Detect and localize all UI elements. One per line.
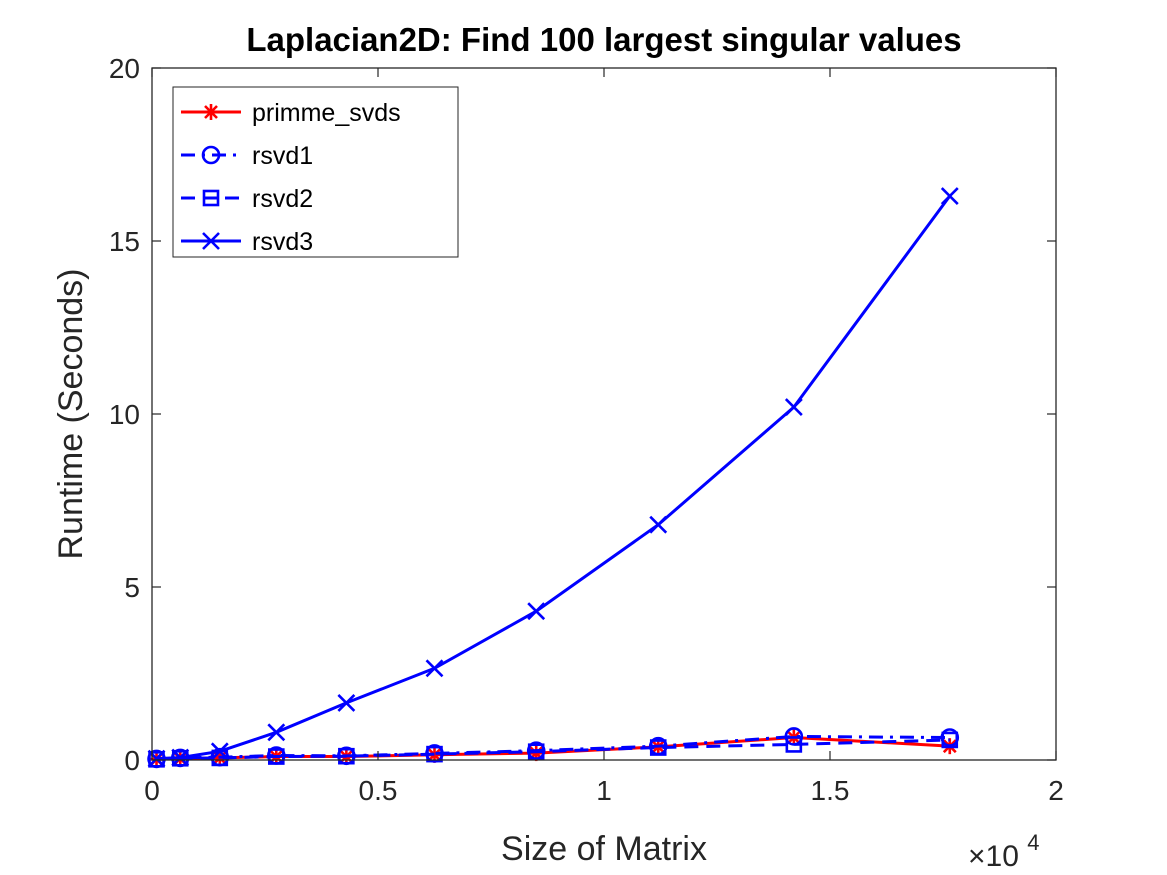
- series-line-rsvd1: [156, 734, 950, 761]
- legend-label: rsvd3: [252, 228, 313, 256]
- legend-marker-sample: [202, 189, 220, 207]
- x-tick-label: 2: [1048, 775, 1064, 806]
- y-tick-label: 10: [109, 399, 140, 430]
- data-point-rsvd3: [425, 659, 444, 678]
- legend-marker-sample: [202, 232, 220, 250]
- data-point-rsvd3: [267, 723, 286, 742]
- legend-marker-sample: [201, 145, 221, 165]
- x-tick-label: 1.5: [811, 775, 850, 806]
- legend-label: primme_svds: [252, 99, 401, 127]
- data-point-rsvd3: [337, 693, 356, 712]
- legend-box: [172, 86, 459, 258]
- data-point-rsvd2: [338, 747, 355, 765]
- data-point-rsvd3: [940, 187, 959, 205]
- legend-label: rsvd1: [252, 142, 313, 170]
- data-point-rsvd3: [147, 749, 166, 768]
- y-tick-label: 15: [109, 226, 140, 257]
- chart-title: Laplacian2D: Find 100 largest singular v…: [246, 21, 961, 58]
- legend-item-rsvd2: rsvd2: [181, 185, 313, 213]
- series-layer: [147, 187, 960, 769]
- series-line-rsvd2: [156, 738, 950, 761]
- legend-items: primme_svds rsvd1 rsvd2 rsvd3: [181, 99, 401, 256]
- data-point-rsvd3: [649, 515, 668, 534]
- x-exponent-label: ×10 4: [968, 830, 1039, 873]
- legend-label: rsvd2: [252, 185, 313, 213]
- legend-item-rsvd1: rsvd1: [181, 142, 313, 170]
- data-point-rsvd2: [785, 736, 803, 753]
- data-point-rsvd3: [784, 398, 803, 416]
- legend-item-rsvd3: rsvd3: [181, 228, 313, 256]
- data-point-rsvd2: [527, 743, 545, 760]
- x-tick-label: 0: [144, 775, 160, 806]
- y-tick-label: 5: [124, 572, 140, 603]
- legend-item-primme_svds: primme_svds: [181, 99, 401, 127]
- x-tick-label: 0.5: [359, 775, 398, 806]
- legend: primme_svds rsvd1 rsvd2 rsvd3: [172, 86, 459, 258]
- series-rsvd3: [147, 187, 959, 768]
- data-point-rsvd2: [941, 731, 959, 749]
- y-tick-label: 0: [124, 745, 140, 776]
- series-line-rsvd3: [156, 195, 951, 761]
- legend-marker-sample: [203, 104, 219, 120]
- x-axis-label: Size of Matrix: [501, 830, 707, 868]
- data-point-rsvd2: [267, 748, 285, 765]
- data-point-rsvd2: [649, 739, 667, 756]
- x-tick-label: 1: [596, 775, 612, 806]
- y-tick-label: 20: [109, 53, 140, 84]
- x-exponent-power: 4: [1027, 830, 1039, 855]
- data-point-rsvd3: [171, 748, 190, 767]
- y-axis-label: Runtime (Seconds): [52, 268, 90, 559]
- data-point-rsvd2: [426, 745, 443, 763]
- x-exponent-base: ×10: [968, 840, 1019, 873]
- axes-box: [151, 67, 1057, 761]
- data-point-rsvd3: [527, 602, 546, 621]
- data-point-rsvd3: [210, 742, 229, 761]
